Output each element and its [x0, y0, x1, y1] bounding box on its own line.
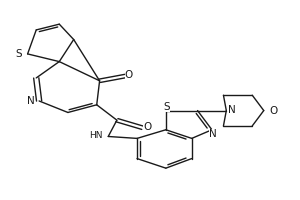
Text: N: N	[27, 96, 35, 106]
Text: S: S	[16, 49, 22, 59]
Text: N: N	[209, 129, 217, 139]
Text: O: O	[269, 106, 277, 116]
Text: S: S	[164, 102, 170, 112]
Text: HN: HN	[90, 131, 103, 140]
Text: O: O	[125, 70, 133, 80]
Text: N: N	[228, 105, 236, 115]
Text: O: O	[143, 122, 151, 132]
